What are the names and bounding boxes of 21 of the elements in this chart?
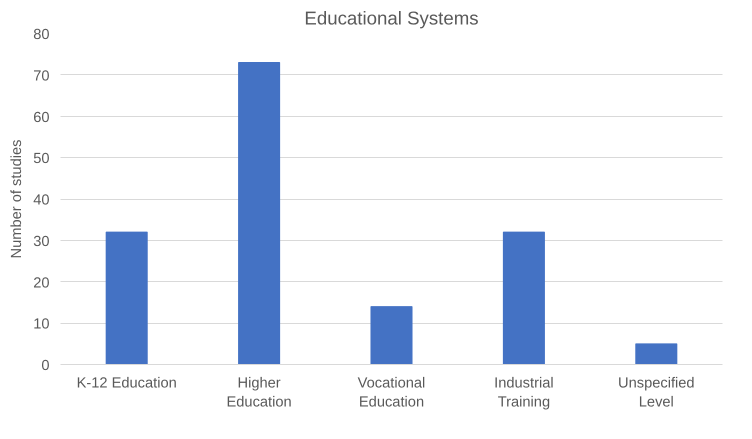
bar bbox=[238, 62, 280, 364]
y-tick-label: 40 bbox=[33, 192, 50, 208]
x-tick-label: K-12 Education bbox=[76, 376, 177, 392]
y-tick-label: 50 bbox=[33, 151, 50, 168]
bar bbox=[106, 232, 148, 364]
y-tick-label: 30 bbox=[33, 234, 50, 250]
bar bbox=[635, 343, 678, 364]
y-tick-label: 60 bbox=[33, 110, 50, 126]
y-tick-label: 80 bbox=[33, 27, 50, 43]
x-tick-label: Industrial Training bbox=[494, 376, 554, 411]
y-axis-title: Number of studies bbox=[9, 140, 26, 258]
y-tick-label: 20 bbox=[33, 275, 50, 292]
bar bbox=[502, 232, 545, 364]
x-tick-label: Unspecified Level bbox=[618, 376, 695, 411]
chart-title: Educational Systems bbox=[304, 8, 479, 28]
y-tick-label: 10 bbox=[33, 316, 50, 333]
y-tick-label: 0 bbox=[41, 358, 50, 374]
x-tick-label: Vocational Education bbox=[358, 376, 426, 411]
x-tick-label: Higher Education bbox=[226, 376, 292, 411]
y-tick-label: 70 bbox=[33, 68, 50, 84]
bar bbox=[370, 306, 413, 364]
